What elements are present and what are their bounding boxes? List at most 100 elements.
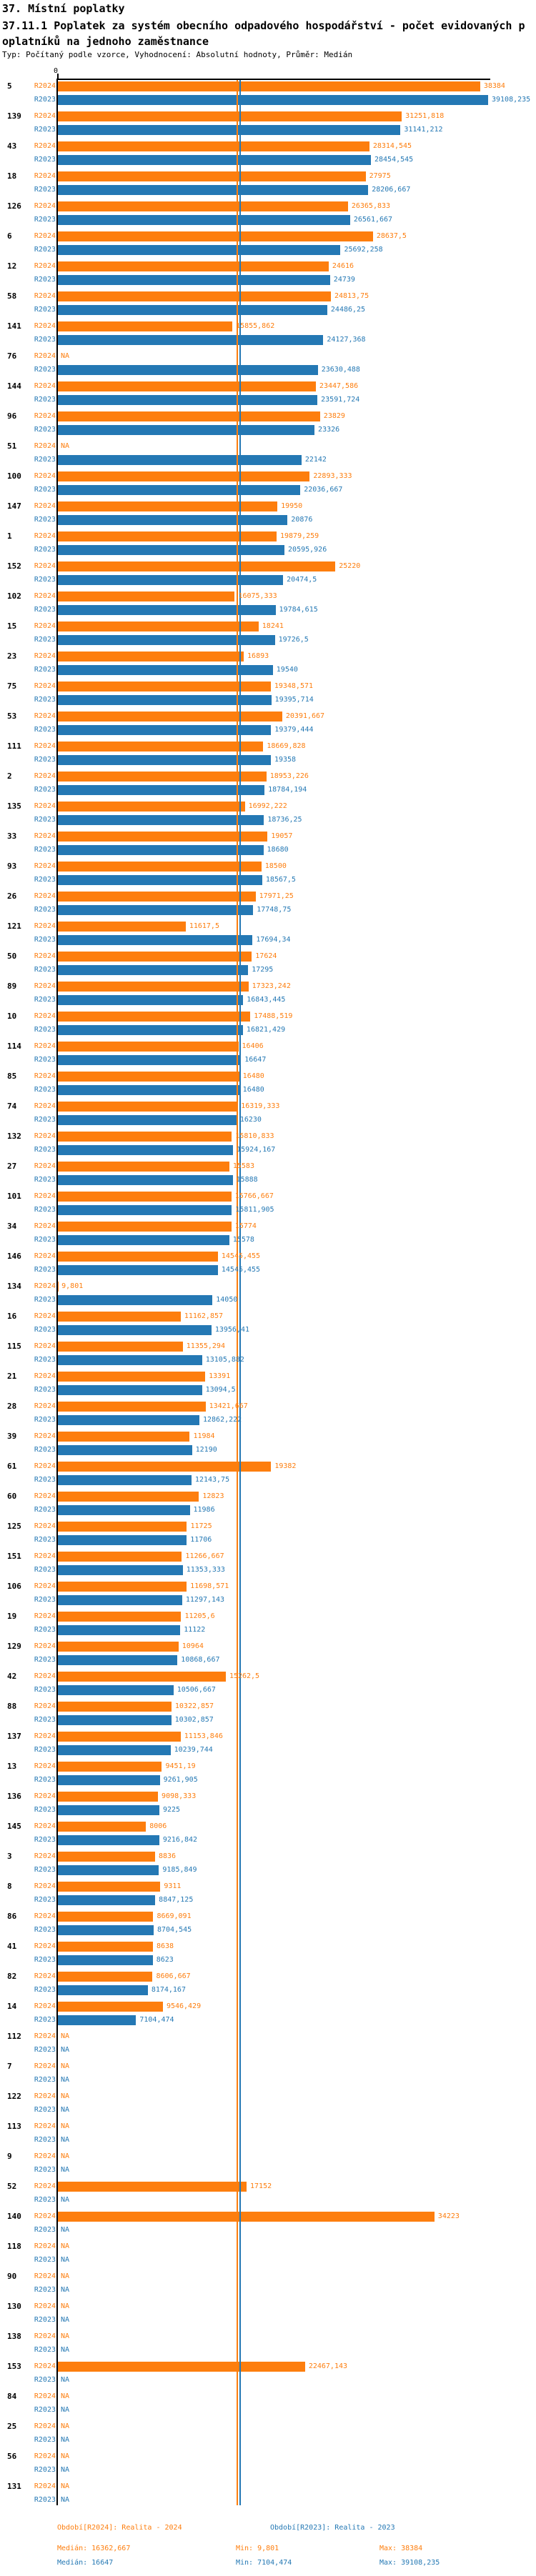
series-label-r2023: R2023	[34, 816, 56, 824]
bar-r2023	[58, 155, 371, 165]
bar-row-r2024: 139 R2024 31251,818	[0, 111, 536, 121]
bar-r2023	[58, 1145, 234, 1155]
chart-row: 15 R2024 18241 R2023 19726,5	[0, 621, 536, 652]
value-label-r2023: 24739	[333, 276, 355, 284]
bar-r2024	[58, 1852, 155, 1862]
value-label-r2024: 24616	[332, 262, 354, 270]
chart-row: 88 R2024 10322,857 R2023 10302,857	[0, 1702, 536, 1732]
series-label-r2023: R2023	[34, 1326, 56, 1334]
bar-r2024	[58, 531, 277, 541]
bar-r2023	[58, 395, 318, 405]
chart-row: 7 R2024 NA R2023 NA	[0, 2062, 536, 2092]
bar-row-r2024: 2 R2024 18953,226	[0, 772, 536, 782]
value-label-r2023: NA	[61, 2136, 70, 2144]
row-id-label: 1	[7, 531, 12, 541]
value-label-r2023: NA	[61, 2316, 70, 2324]
value-label-r2024: 8606,667	[156, 1972, 191, 1980]
value-label-r2024: NA	[61, 2122, 70, 2130]
bar-row-r2024: 15 R2024 18241	[0, 621, 536, 631]
bar-r2023	[58, 1115, 237, 1125]
bar-row-r2023: R2023 28454,545	[0, 155, 536, 165]
bar-r2023	[58, 1025, 243, 1035]
value-label-r2023: 18680	[267, 846, 289, 854]
bar-r2024	[58, 201, 348, 211]
series-label-r2023: R2023	[34, 1776, 56, 1784]
bar-row-r2023: R2023 11297,143	[0, 1595, 536, 1605]
series-label-r2023: R2023	[34, 1266, 56, 1274]
row-id-label: 151	[7, 1552, 21, 1561]
value-label-r2024: NA	[61, 2272, 70, 2280]
series-label-r2023: R2023	[34, 2136, 56, 2144]
bar-r2023	[58, 1295, 213, 1305]
bar-row-r2023: R2023 NA	[0, 2195, 536, 2205]
bar-r2024	[58, 1222, 232, 1232]
bar-row-r2024: 82 R2024 8606,667	[0, 1972, 536, 1982]
chart-row: 6 R2024 28637,5 R2023 25692,258	[0, 231, 536, 261]
series-label-r2023: R2023	[34, 1956, 56, 1964]
chart-row: 21 R2024 13391 R2023 13094,5	[0, 1372, 536, 1402]
value-label-r2023: 39108,235	[492, 96, 531, 104]
bar-r2024	[58, 1702, 172, 1712]
series-label-r2023: R2023	[34, 2106, 56, 2114]
row-id-label: 8	[7, 1882, 12, 1891]
bar-r2024	[58, 1642, 179, 1652]
chart-row: 26 R2024 17971,25 R2023 17748,75	[0, 892, 536, 922]
value-label-r2023: 10506,667	[177, 1686, 216, 1694]
bar-row-r2024: 23 R2024 16893	[0, 652, 536, 662]
bar-row-r2024: 41 R2024 8638	[0, 1942, 536, 1952]
series-label-r2023: R2023	[34, 366, 56, 374]
bar-row-r2024: 12 R2024 24616	[0, 261, 536, 271]
row-id-label: 85	[7, 1072, 17, 1081]
bar-row-r2024: 134 R2024 9,801	[0, 1282, 536, 1292]
value-label-r2024: 31251,818	[405, 112, 445, 120]
bar-row-r2024: 100 R2024 22893,333	[0, 471, 536, 481]
series-label-r2024: R2024	[34, 562, 56, 570]
bar-r2023	[58, 575, 284, 585]
bar-row-r2024: 61 R2024 19382	[0, 1462, 536, 1472]
row-id-label: 122	[7, 2092, 21, 2101]
series-label-r2024: R2024	[34, 2302, 56, 2310]
chart-row: 25 R2024 NA R2023 NA	[0, 2422, 536, 2452]
value-label-r2024: 11617,5	[189, 922, 219, 930]
bar-r2024	[58, 952, 252, 962]
series-label-r2024: R2024	[34, 1732, 56, 1740]
bar-row-r2023: R2023 13105,882	[0, 1355, 536, 1365]
bar-row-r2024: 132 R2024 15810,833	[0, 1132, 536, 1142]
series-label-r2024: R2024	[34, 2242, 56, 2250]
value-label-r2023: 19358	[274, 756, 297, 764]
value-label-r2023: 28206,667	[372, 186, 411, 194]
row-id-label: 14	[7, 2002, 17, 2011]
bar-r2024	[58, 1192, 232, 1202]
series-label-r2024: R2024	[34, 652, 56, 660]
value-label-r2023: 14545,455	[221, 1266, 261, 1274]
series-label-r2024: R2024	[34, 2002, 56, 2010]
chart-row: 51 R2024 NA R2023 22142	[0, 441, 536, 471]
bar-row-r2024: 122 R2024 NA	[0, 2092, 536, 2102]
value-label-r2023: 23630,488	[321, 366, 360, 374]
chart-row: 9 R2024 NA R2023 NA	[0, 2152, 536, 2182]
series-label-r2023: R2023	[34, 396, 56, 404]
chart-row: 111 R2024 18669,828 R2023 19358	[0, 742, 536, 772]
bar-row-r2024: 101 R2024 15766,667	[0, 1192, 536, 1202]
series-label-r2024: R2024	[34, 1882, 56, 1890]
bar-r2023	[58, 335, 324, 345]
value-label-r2024: 16319,333	[241, 1102, 280, 1110]
value-label-r2024: 20391,667	[285, 712, 325, 720]
bar-r2023	[58, 1085, 239, 1095]
bar-r2023	[58, 515, 288, 525]
stat-max-r2023: Max: 39108,235	[379, 2559, 440, 2567]
bar-row-r2023: R2023 NA	[0, 2255, 536, 2265]
bar-r2023	[58, 95, 488, 105]
row-id-label: 41	[7, 1942, 17, 1951]
bar-row-r2023: R2023 19726,5	[0, 635, 536, 645]
bar-row-r2023: R2023 17295	[0, 965, 536, 975]
row-id-label: 74	[7, 1102, 17, 1111]
bar-row-r2023: R2023 NA	[0, 2435, 536, 2445]
value-label-r2023: 12143,75	[194, 1476, 230, 1484]
bar-r2024	[58, 411, 320, 421]
value-label-r2023: 15924,167	[237, 1146, 276, 1154]
chart-subtitle-line2: oplatníků na jednoho zaměstnance	[2, 35, 209, 48]
series-label-r2023: R2023	[34, 666, 56, 674]
chart-row: 85 R2024 16480 R2023 16480	[0, 1072, 536, 1102]
value-label-r2023: 26561,667	[353, 216, 393, 224]
